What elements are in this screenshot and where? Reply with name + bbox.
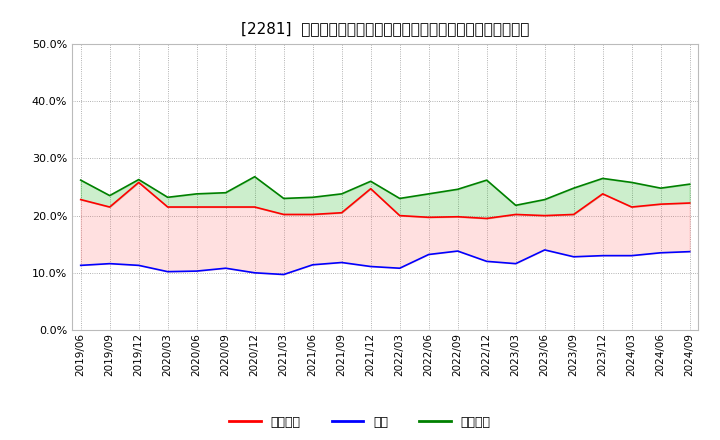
Line: 在庫: 在庫 bbox=[81, 250, 690, 275]
在庫 bbox=[308, 262, 317, 268]
買入債務 bbox=[221, 190, 230, 195]
買入債務 bbox=[338, 191, 346, 197]
買入債務 bbox=[657, 186, 665, 191]
買入債務 bbox=[511, 203, 520, 208]
買入債務 bbox=[482, 177, 491, 183]
売上債権 bbox=[221, 204, 230, 210]
在庫 bbox=[105, 261, 114, 266]
売上債権 bbox=[308, 212, 317, 217]
買入債務 bbox=[598, 176, 607, 181]
在庫 bbox=[627, 253, 636, 258]
買入債務 bbox=[454, 187, 462, 192]
売上債権 bbox=[424, 215, 433, 220]
買入債務 bbox=[308, 194, 317, 200]
売上債権 bbox=[454, 214, 462, 220]
売上債権 bbox=[192, 204, 201, 210]
在庫 bbox=[395, 266, 404, 271]
在庫 bbox=[570, 254, 578, 260]
買入債務 bbox=[76, 177, 85, 183]
在庫 bbox=[135, 263, 143, 268]
在庫 bbox=[657, 250, 665, 255]
在庫 bbox=[163, 269, 172, 274]
売上債権 bbox=[482, 216, 491, 221]
Line: 売上債権: 売上債権 bbox=[81, 183, 690, 218]
在庫 bbox=[424, 252, 433, 257]
在庫 bbox=[192, 268, 201, 274]
買入債務 bbox=[395, 196, 404, 201]
買入債務 bbox=[570, 186, 578, 191]
売上債権 bbox=[279, 212, 288, 217]
買入債務 bbox=[424, 191, 433, 197]
在庫 bbox=[541, 247, 549, 253]
売上債権 bbox=[76, 197, 85, 202]
売上債権 bbox=[251, 204, 259, 210]
在庫 bbox=[511, 261, 520, 266]
在庫 bbox=[338, 260, 346, 265]
Title: [2281]  売上債権、在庫、買入債務の総資産に対する比率の推移: [2281] 売上債権、在庫、買入債務の総資産に対する比率の推移 bbox=[241, 21, 529, 36]
買入債務 bbox=[251, 174, 259, 180]
在庫 bbox=[685, 249, 694, 254]
売上債権 bbox=[338, 210, 346, 215]
売上債権 bbox=[366, 186, 375, 191]
売上債権 bbox=[105, 204, 114, 210]
買入債務 bbox=[366, 179, 375, 184]
在庫 bbox=[279, 272, 288, 277]
買入債務 bbox=[685, 181, 694, 187]
買入債務 bbox=[279, 196, 288, 201]
在庫 bbox=[76, 263, 85, 268]
売上債権 bbox=[541, 213, 549, 218]
在庫 bbox=[221, 266, 230, 271]
売上債権 bbox=[511, 212, 520, 217]
買入債務 bbox=[627, 180, 636, 185]
Legend: 売上債権, 在庫, 買入債務: 売上債権, 在庫, 買入債務 bbox=[225, 411, 495, 434]
買入債務 bbox=[105, 193, 114, 198]
売上債権 bbox=[135, 180, 143, 185]
売上債権 bbox=[570, 212, 578, 217]
買入債務 bbox=[135, 177, 143, 182]
売上債権 bbox=[163, 204, 172, 210]
在庫 bbox=[598, 253, 607, 258]
Line: 買入債務: 買入債務 bbox=[81, 177, 690, 205]
買入債務 bbox=[192, 191, 201, 197]
買入債務 bbox=[163, 194, 172, 200]
売上債権 bbox=[657, 202, 665, 207]
買入債務 bbox=[541, 197, 549, 202]
売上債権 bbox=[395, 213, 404, 218]
在庫 bbox=[454, 249, 462, 254]
売上債権 bbox=[685, 200, 694, 205]
売上債権 bbox=[598, 191, 607, 197]
在庫 bbox=[482, 259, 491, 264]
在庫 bbox=[251, 270, 259, 275]
売上債権 bbox=[627, 204, 636, 210]
在庫 bbox=[366, 264, 375, 269]
